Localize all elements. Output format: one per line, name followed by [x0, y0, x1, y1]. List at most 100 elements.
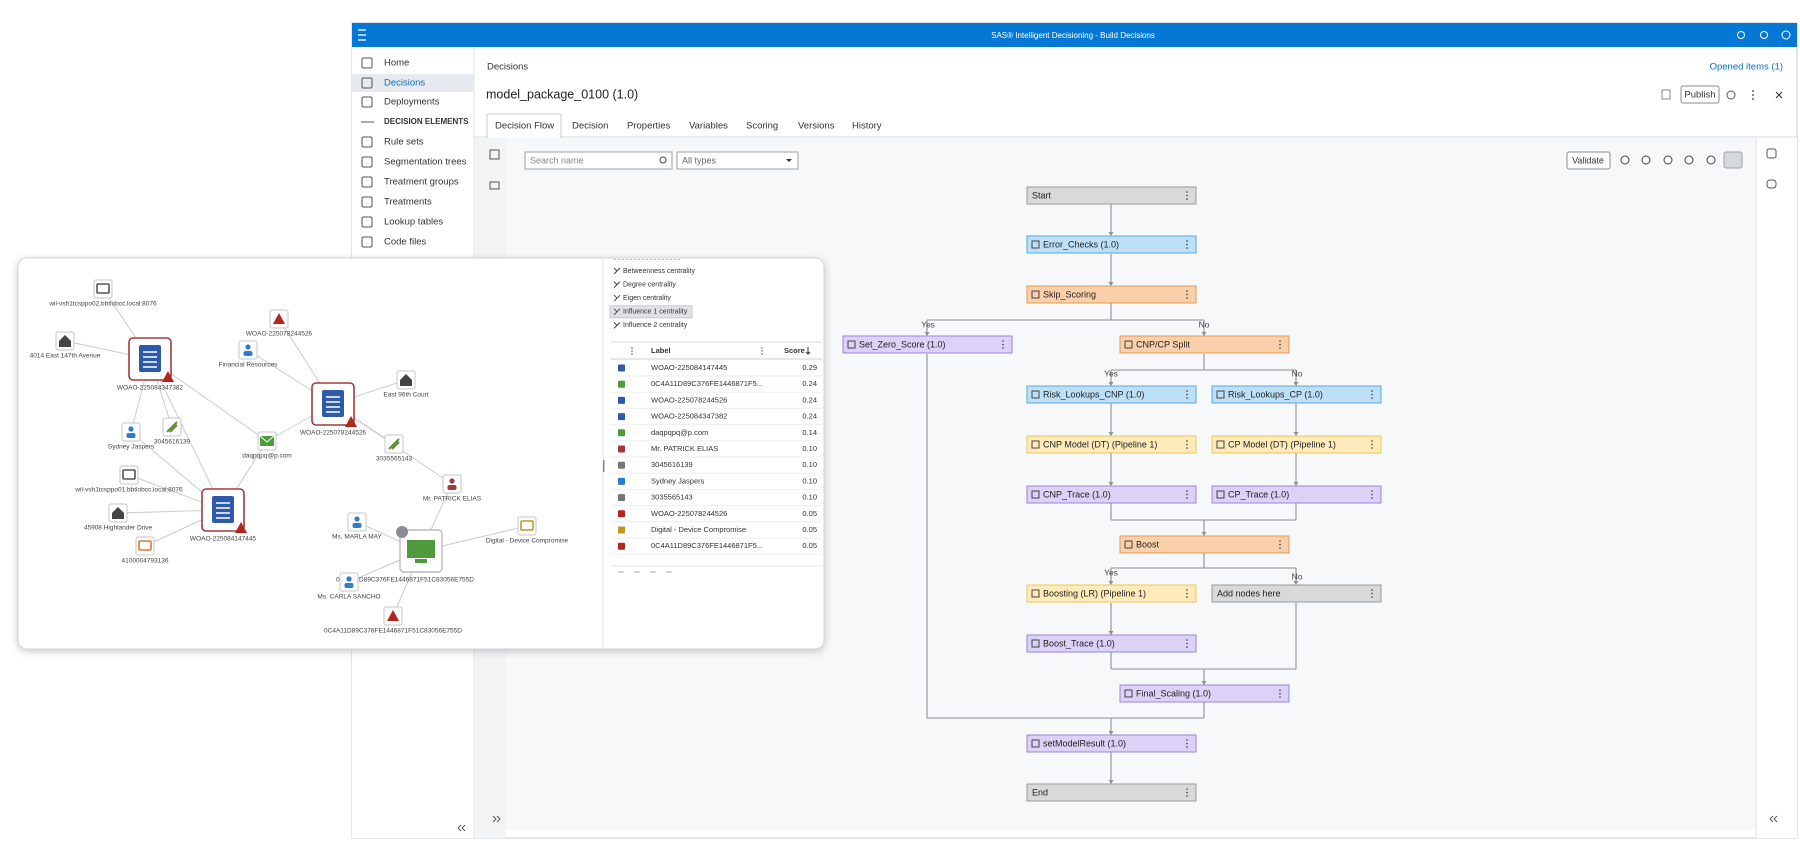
tab[interactable]: Versions: [798, 121, 835, 132]
flow-node-menu[interactable]: [1186, 642, 1188, 645]
flow-node-box[interactable]: [1026, 435, 1197, 454]
flow-node-menu[interactable]: [1186, 240, 1188, 242]
flow-node-label[interactable]: Final_Scaling (1.0): [1136, 688, 1211, 698]
flow-node-label[interactable]: CP_Trace (1.0): [1228, 489, 1289, 499]
network-node[interactable]: 0C4A11D89C376FE1446871F51C83056E755D: [336, 526, 474, 584]
network-node[interactable]: WOAO-225078244526: [246, 309, 313, 338]
flow-node-menu[interactable]: [1279, 347, 1281, 349]
more-icon[interactable]: [1752, 90, 1754, 92]
flow-node-menu[interactable]: [1002, 343, 1004, 346]
flow-node-menu[interactable]: [1186, 646, 1188, 648]
flow-node[interactable]: Start: [1026, 186, 1197, 205]
network-node[interactable]: 4014 East 147th Avenue: [30, 331, 101, 360]
publish-label[interactable]: Publish: [1684, 90, 1715, 101]
flow-node-menu[interactable]: [1371, 393, 1373, 396]
flow-node-menu[interactable]: [1186, 746, 1188, 748]
nav-collapse[interactable]: [457, 824, 466, 832]
flow-node[interactable]: Skip_Scoring: [1026, 285, 1197, 304]
flow-node-menu[interactable]: [1186, 497, 1188, 499]
network-node[interactable]: East 96th Court: [383, 370, 429, 399]
col-header[interactable]: Label: [651, 346, 671, 355]
flow-node-menu[interactable]: [1186, 397, 1188, 399]
flow-node-menu[interactable]: [1186, 788, 1188, 790]
flow-node-menu[interactable]: [1186, 791, 1188, 794]
flow-node[interactable]: Final_Scaling (1.0): [1119, 684, 1290, 703]
flow-node-menu[interactable]: [1371, 490, 1373, 492]
flow-node[interactable]: CP Model (DT) (Pipeline 1): [1211, 435, 1382, 454]
flow-node-label[interactable]: Boost: [1136, 539, 1160, 549]
flow-node[interactable]: Boosting (LR) (Pipeline 1): [1026, 584, 1197, 603]
flow-node[interactable]: Add nodes here: [1211, 584, 1382, 603]
refresh-icon[interactable]: [1726, 90, 1736, 100]
flow-node-label[interactable]: Start: [1032, 190, 1052, 200]
flow-node-label[interactable]: setModelResult (1.0): [1043, 738, 1126, 748]
flow-node-menu[interactable]: [1186, 194, 1188, 197]
flow-node-menu[interactable]: [1186, 290, 1188, 292]
flow-node-box[interactable]: [1026, 485, 1197, 504]
flow-node-label[interactable]: CNP/CP Split: [1136, 339, 1190, 349]
save-icon[interactable]: [1661, 89, 1671, 100]
flow-node-menu[interactable]: [1186, 440, 1188, 442]
flow-node-menu[interactable]: [1279, 540, 1281, 542]
flow-node-menu[interactable]: [1371, 596, 1373, 598]
network-node[interactable]: 0C4A11D89C376FE1446871F51C83056E755D: [324, 606, 462, 635]
flow-node-menu[interactable]: [1279, 340, 1281, 342]
flow-node-menu[interactable]: [1279, 689, 1281, 691]
flow-node[interactable]: End: [1026, 783, 1197, 802]
flow-node-menu[interactable]: [1279, 547, 1281, 549]
flow-node-menu[interactable]: [1186, 596, 1188, 598]
flow-node-menu[interactable]: [1371, 397, 1373, 399]
node-box[interactable]: [121, 422, 141, 442]
flow-node-menu[interactable]: [1186, 198, 1188, 200]
network-node[interactable]: daqpqpq@p.com: [242, 431, 292, 460]
flow-node-menu[interactable]: [1002, 347, 1004, 349]
more-icon[interactable]: [1752, 94, 1754, 96]
network-node[interactable]: wil-vsh1tcsppo02.bbtlobcc.local:8076: [48, 279, 157, 308]
flow-node-label[interactable]: Risk_Lookups_CNP (1.0): [1043, 389, 1144, 399]
nav-item[interactable]: Treatments: [384, 197, 432, 208]
flow-node[interactable]: CP_Trace (1.0): [1211, 485, 1382, 504]
network-node[interactable]: 3035565143: [376, 434, 413, 463]
flow-node-menu[interactable]: [1371, 440, 1373, 442]
flow-node-box[interactable]: [1026, 285, 1197, 304]
type-select-label[interactable]: All types: [682, 155, 717, 165]
flow-node-menu[interactable]: [1279, 343, 1281, 346]
flow-node-menu[interactable]: [1186, 639, 1188, 641]
flow-node-label[interactable]: Add nodes here: [1217, 588, 1281, 598]
flow-node[interactable]: Error_Checks (1.0): [1026, 235, 1197, 254]
validate-label[interactable]: Validate: [1572, 155, 1604, 165]
flow-node-menu[interactable]: [1186, 447, 1188, 449]
flow-node-menu[interactable]: [1186, 592, 1188, 595]
network-node[interactable]: Digital - Device Compromise: [486, 516, 569, 545]
flow-node-box[interactable]: [1026, 186, 1197, 205]
network-node[interactable]: Ms. MARLA MAY: [332, 512, 383, 541]
flow-node-box[interactable]: [1026, 235, 1197, 254]
centrality-option[interactable]: Influence 1 centrality: [623, 309, 688, 316]
nav-item[interactable]: Home: [384, 58, 409, 69]
network-node[interactable]: Ms. CARLA SANCHO: [317, 572, 381, 601]
opened-items[interactable]: Opened items (1): [1710, 62, 1783, 73]
zoom-icon[interactable]: [1684, 155, 1694, 165]
user-icon[interactable]: [1781, 30, 1791, 40]
right-icon[interactable]: [1766, 179, 1777, 189]
network-node[interactable]: Sydney Jaspers: [108, 422, 155, 451]
nav-item[interactable]: Segmentation trees: [384, 157, 467, 168]
nav-item[interactable]: Decisions: [384, 78, 425, 89]
centrality-option[interactable]: Influence 2 centrality: [623, 322, 688, 329]
tab[interactable]: Decision: [572, 121, 608, 132]
tab[interactable]: Variables: [689, 121, 728, 132]
flow-node-label[interactable]: Skip_Scoring: [1043, 289, 1096, 299]
flow-node-box[interactable]: [1211, 584, 1382, 603]
flow-node-menu[interactable]: [1002, 340, 1004, 342]
tab[interactable]: History: [852, 121, 882, 132]
col-header[interactable]: Score: [784, 346, 805, 355]
centrality-option[interactable]: Eigen centrality: [623, 295, 671, 302]
search-input[interactable]: [524, 151, 673, 170]
side-icon[interactable]: [489, 149, 500, 160]
validate-button[interactable]: [1566, 151, 1611, 170]
zoom-icon[interactable]: [1706, 155, 1716, 165]
node-box[interactable]: [347, 512, 367, 532]
flow-node-label[interactable]: CP Model (DT) (Pipeline 1): [1228, 439, 1336, 449]
flow-node[interactable]: Boost: [1119, 535, 1290, 554]
network-node[interactable]: Mr. PATRICK ELIAS: [423, 474, 482, 503]
